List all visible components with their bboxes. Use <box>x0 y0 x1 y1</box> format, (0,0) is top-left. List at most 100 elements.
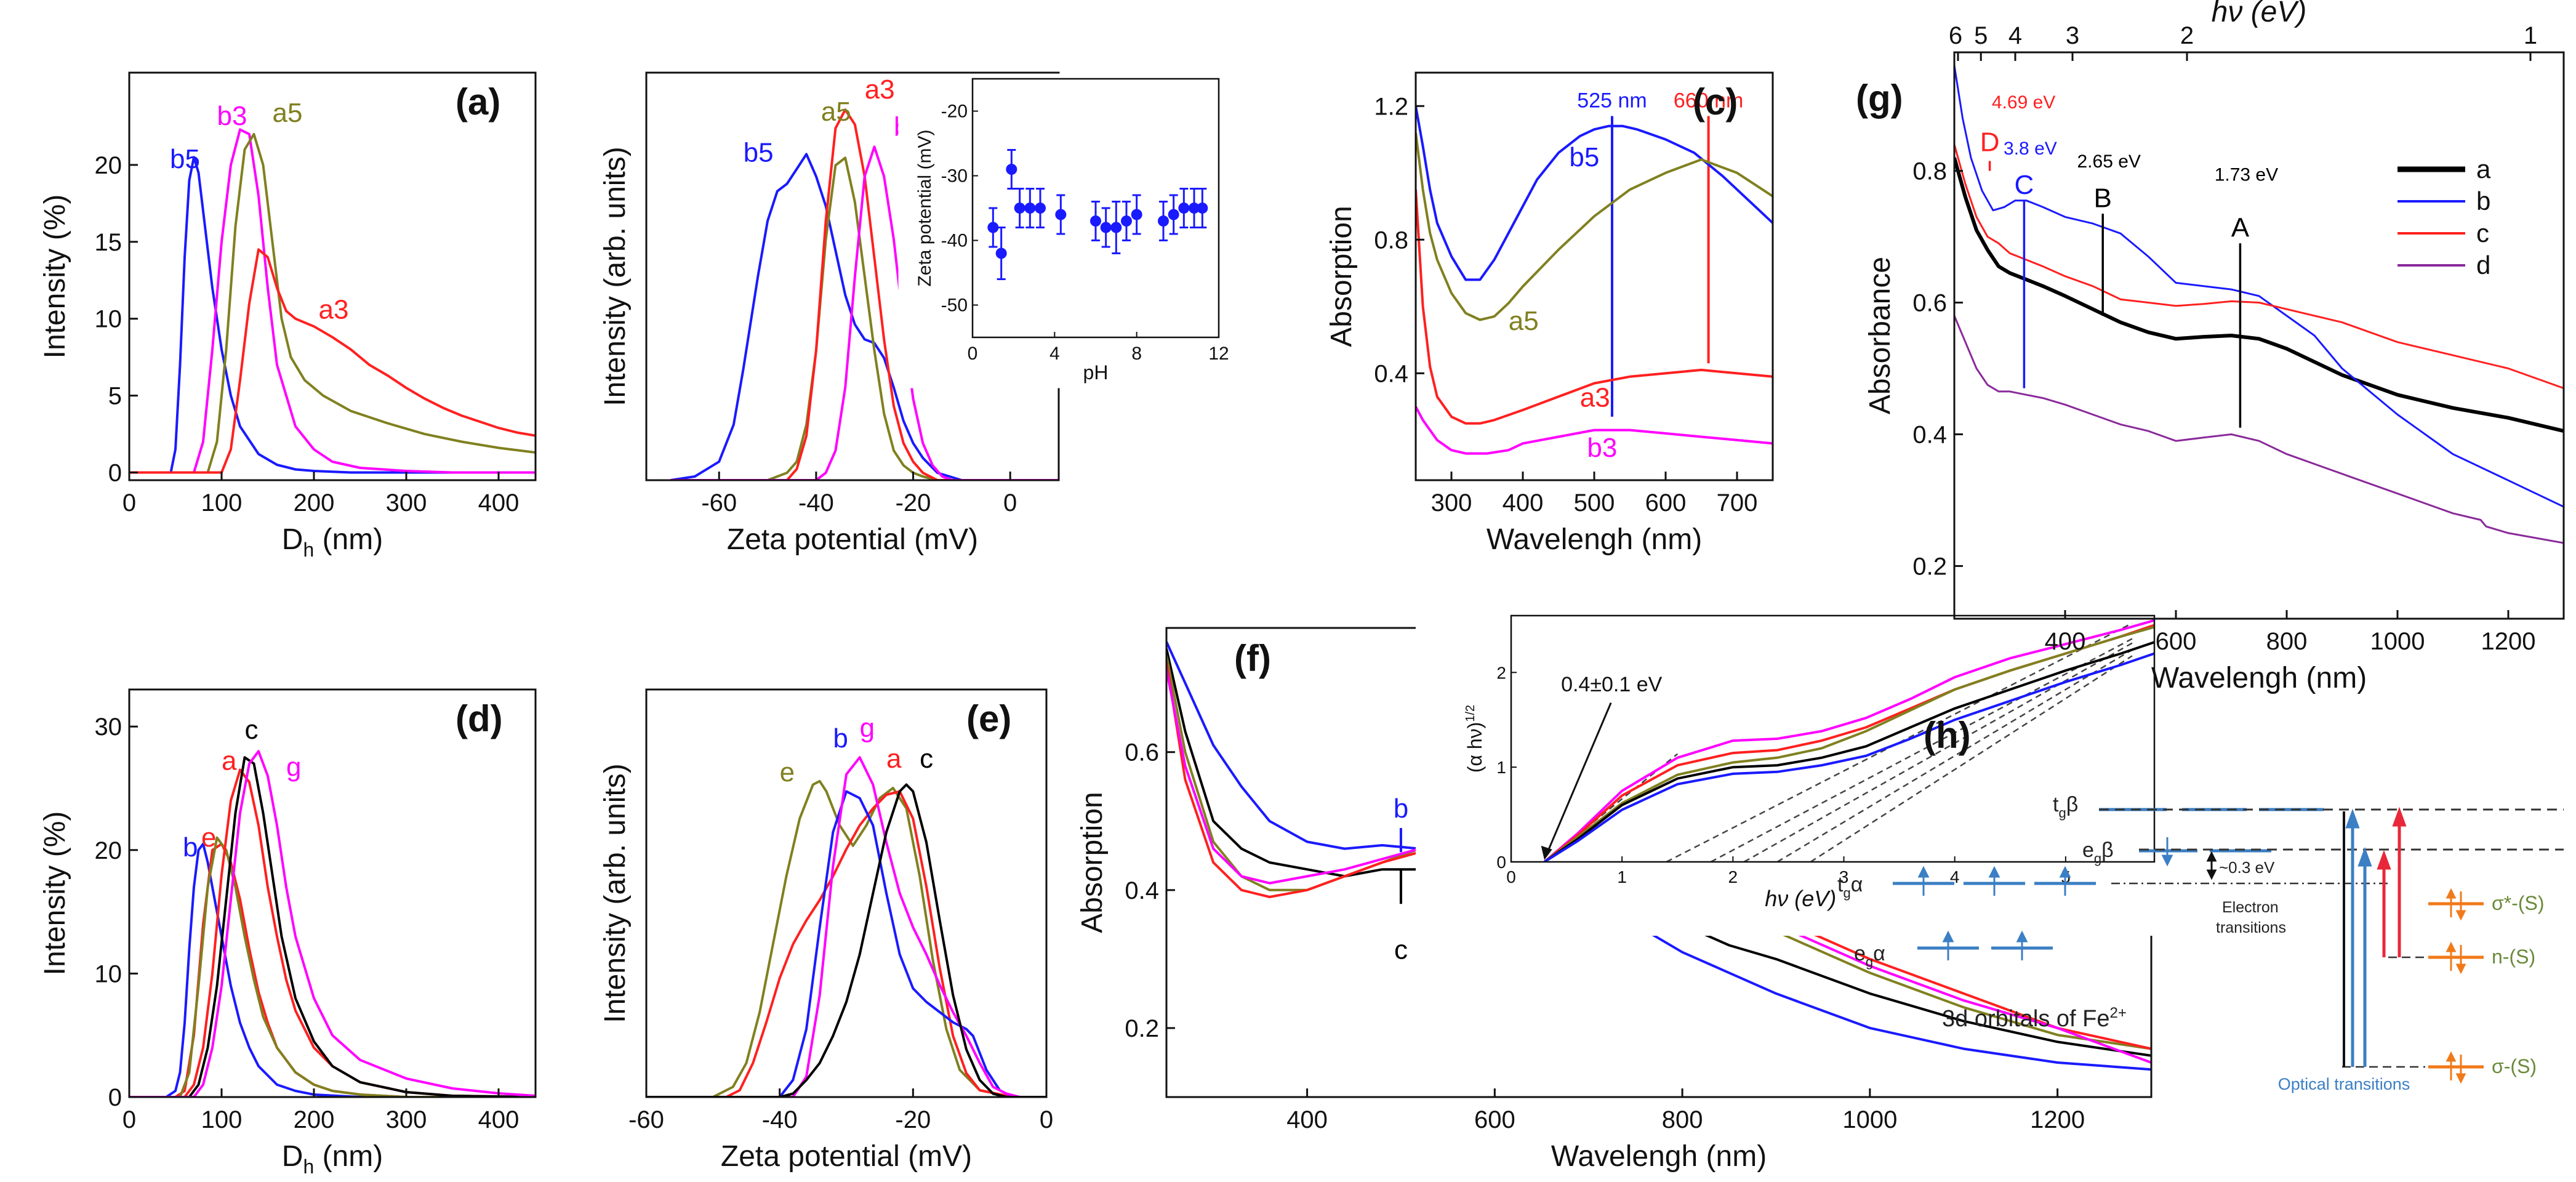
series-label-a5: a5 <box>1509 306 1539 336</box>
series-label-e: e <box>201 822 216 853</box>
x-tick-label-800: 800 <box>2266 628 2308 655</box>
series-line-g <box>646 756 1046 1097</box>
electron-transitions-line-1: Electron <box>2222 899 2279 916</box>
y-tick-label-0.2: 0.2 <box>1912 553 1947 580</box>
series-label-b: b <box>183 832 198 862</box>
x-tick-label--40: -40 <box>798 489 834 517</box>
x-tick-label-600: 600 <box>2156 628 2197 655</box>
y-tick-label-0.6: 0.6 <box>1912 290 1947 317</box>
panel-a-frame <box>128 71 537 481</box>
series-label-c: c <box>920 744 933 774</box>
inset-point-14 <box>1178 203 1190 214</box>
y-tick-label-0: 0 <box>108 1084 122 1111</box>
x-tick-label-300: 300 <box>1431 489 1472 517</box>
inset-f-annotation-arrow <box>1546 702 1612 855</box>
t2g-alpha-spin-up-arrows <box>1917 866 2071 896</box>
inset-y-tick-label--40: -40 <box>941 231 968 251</box>
panel-h-label: (h) <box>1924 715 1971 756</box>
transition-letter-C: C <box>2015 170 2034 200</box>
x-tick-label-0: 0 <box>1003 489 1017 517</box>
y-tick-label-10: 10 <box>95 306 122 333</box>
inset-tangent-3 <box>1743 642 2133 862</box>
inset-f-x-label: hν (eV) <box>1765 886 1836 911</box>
panel-f-label: (f) <box>1234 638 1271 679</box>
panel-d-frame <box>128 688 537 1098</box>
inset-series-g <box>1543 619 2154 862</box>
y-tick-label-5: 5 <box>108 383 122 410</box>
panel-b-curves <box>670 108 1059 480</box>
series-line-b5 <box>1416 105 1773 281</box>
t2g-alpha-label: tgα <box>1837 873 1863 901</box>
x-tick-label-600: 600 <box>1645 489 1687 517</box>
series-line-c <box>129 756 536 1097</box>
x-tick-label--20: -20 <box>896 489 931 517</box>
inset-point-1 <box>995 247 1007 259</box>
series-line-b3 <box>129 128 536 474</box>
top-tick-label-4: 4 <box>2008 22 2022 49</box>
panel-a-size-distribution: b5 b3 a5 a3 0 100 200 300 400 0 5 10 15 20 Dh (nm) Inte… <box>39 71 537 561</box>
inset-point-5 <box>1035 203 1046 214</box>
transition-letter-B: B <box>2094 183 2112 213</box>
sigma-star-level: σ*-(S) <box>2428 892 2545 914</box>
x-tick-label-0: 0 <box>1040 1106 1053 1133</box>
panel-a-label: (a) <box>455 81 500 123</box>
sigma-level: σ-(S) <box>2342 1055 2537 1077</box>
x-tick-label--20: -20 <box>895 1106 931 1133</box>
panel-e-label: (e) <box>966 698 1011 739</box>
series-line-a <box>1954 157 2564 433</box>
series-label-a3: a3 <box>319 295 349 325</box>
x-axis-label: Zeta potential (mV) <box>721 1140 972 1173</box>
transition-letter-D: D <box>1980 127 2000 157</box>
annotation-label-b: b <box>1394 794 1408 824</box>
legend-label-c: c <box>2476 219 2489 247</box>
inset-point-15 <box>1189 203 1200 214</box>
inset-b-background <box>898 73 1226 388</box>
series-line-b5 <box>670 153 1059 480</box>
x-tick-label-400: 400 <box>2045 628 2086 655</box>
series-line-a3 <box>1416 189 1773 425</box>
y-tick-label-10: 10 <box>95 960 122 987</box>
inset-tangent-5 <box>1810 655 2133 862</box>
inset-point-6 <box>1055 209 1067 220</box>
inset-series-b <box>1544 652 2154 862</box>
legend-label-d: d <box>2476 251 2490 279</box>
panel-g-label: (g) <box>1856 78 1903 119</box>
series-label-b5: b5 <box>1569 142 1599 172</box>
sigma-star-label: σ*-(S) <box>2492 892 2545 914</box>
panel-f-absorption-spectra: beagc400600800100012000.20.40.6Wavelengh… <box>1076 603 2157 1173</box>
inset-f-x-tick-label-4: 4 <box>1950 867 1960 886</box>
x-tick-label-1000: 1000 <box>1842 1106 1897 1133</box>
x-axis-label: Zeta potential (mV) <box>727 523 978 556</box>
y-tick-label-0.4: 0.4 <box>1912 421 1947 448</box>
x-tick-label-1000: 1000 <box>2370 628 2425 655</box>
eg-alpha-spin-up-arrows <box>1942 930 2028 960</box>
panel-d-size-distribution: b e acg 0 100 200 300 400 0 10 20 30 Dh (nm) Intensit… <box>39 688 537 1178</box>
y-axis-label: Intensity (%) <box>39 811 71 976</box>
series-line-d <box>1954 315 2564 544</box>
series-label-b5: b5 <box>170 144 200 174</box>
inset-x-tick-label-8: 8 <box>1131 344 1142 364</box>
series-label-g: g <box>860 713 875 743</box>
x-tick-label-500: 500 <box>1574 489 1615 517</box>
inset-x-tick-label-12: 12 <box>1208 344 1229 364</box>
y-axis-label: Absorption <box>1325 206 1358 347</box>
x-axis-label: Wavelengh (nm) <box>1551 1140 1767 1173</box>
inset-point-3 <box>1014 203 1025 214</box>
marker-label-0: 525 nm <box>1577 89 1647 113</box>
x-tick-label-1200: 1200 <box>2030 1106 2085 1133</box>
x-tick-label-100: 100 <box>201 1106 243 1133</box>
inset-point-4 <box>1024 203 1036 214</box>
inset-f-frame <box>1510 614 2156 863</box>
inset-f-x-tick-label-3: 3 <box>1839 867 1849 886</box>
inset-point-9 <box>1110 222 1122 233</box>
inset-f-y-tick-label-2: 2 <box>1496 663 1506 682</box>
transition-energy-C: 3.8 eV <box>2004 139 2057 159</box>
series-label-e: e <box>780 757 795 787</box>
inset-y-tick-label--50: -50 <box>941 296 968 316</box>
x-tick-label-200: 200 <box>294 1106 335 1133</box>
inset-point-12 <box>1158 215 1169 227</box>
transition-letter-A: A <box>2231 213 2250 243</box>
y-tick-label-0.8: 0.8 <box>1374 227 1408 254</box>
y-axis-label: Intensity (%) <box>39 195 71 359</box>
